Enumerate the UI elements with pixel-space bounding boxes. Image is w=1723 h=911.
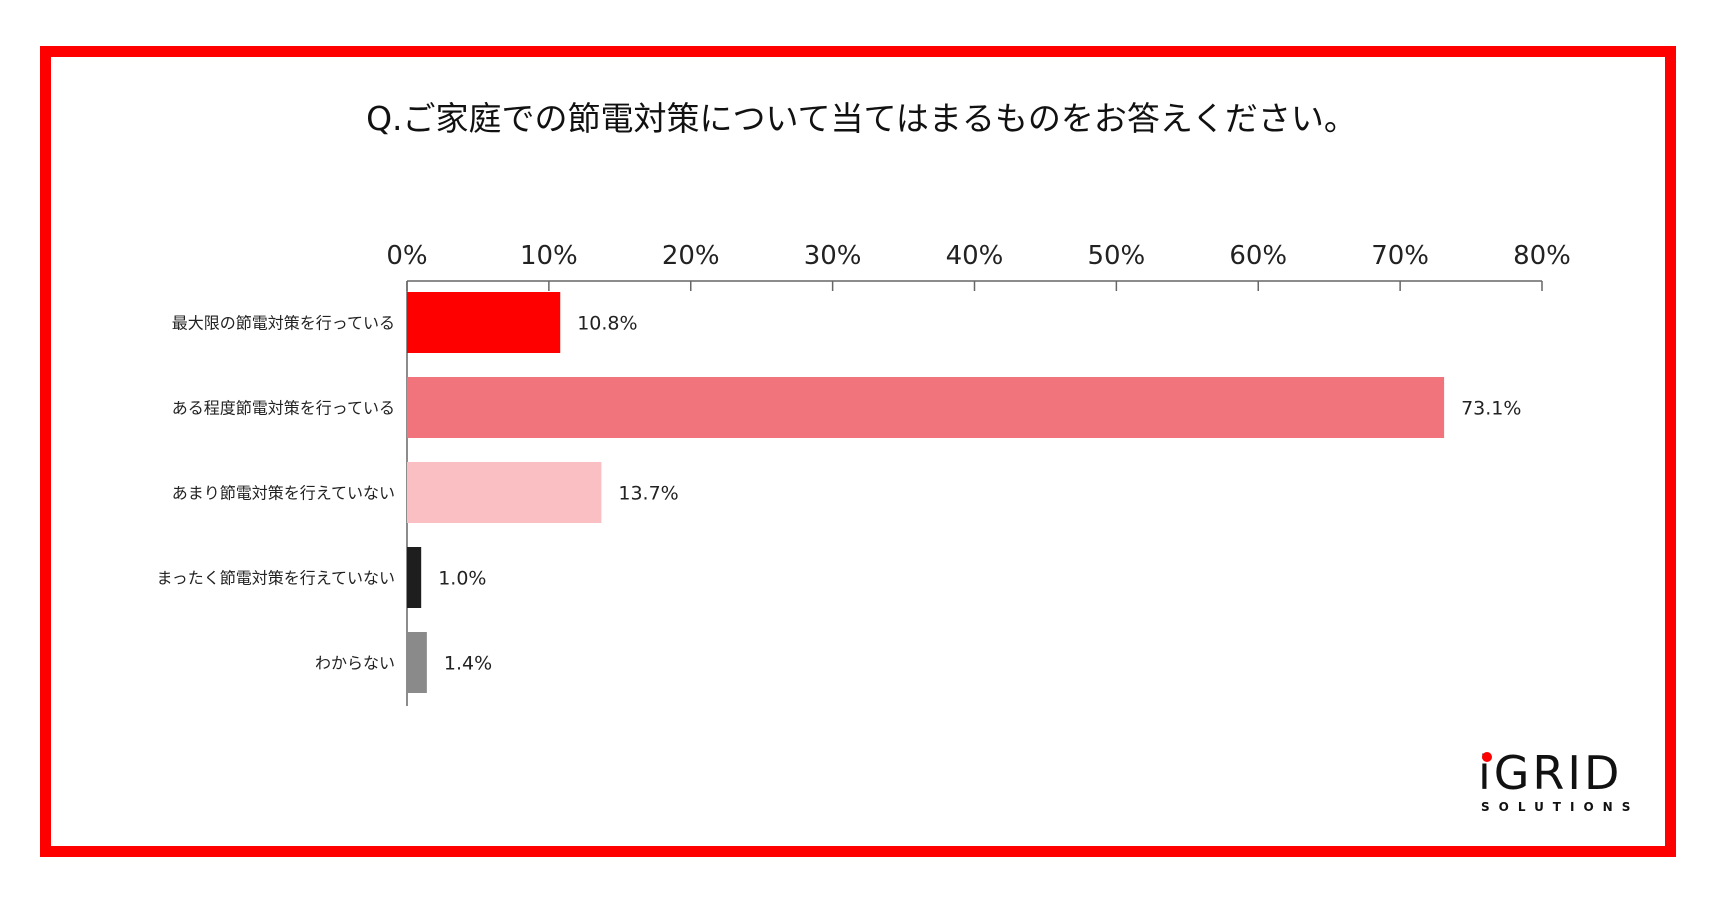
logo-sub-text: SOLUTIONS (1481, 800, 1640, 814)
x-axis: 0% 10% 20% 30% 40% 50% 60% 70% 80% (386, 241, 1571, 706)
x-tick-label: 20% (662, 241, 720, 271)
bars: 最大限の節電対策を行っている 10.8% ある程度節電対策を行っている 73.1% あま… (156, 292, 1521, 693)
bar (407, 547, 422, 608)
logo-dot-icon (1482, 752, 1492, 762)
value-label: 13.7% (618, 483, 678, 505)
x-tick-label: 40% (946, 241, 1004, 271)
category-label: ある程度節電対策を行っている (172, 399, 395, 418)
bar (407, 462, 602, 523)
igrid-logo: iGRID SOLUTIONS (1478, 748, 1648, 818)
value-label: 10.8% (577, 313, 637, 335)
x-tick-label: 60% (1229, 241, 1287, 271)
logo-main-text: iGRID (1478, 746, 1623, 800)
chart-title: Q.ご家庭での節電対策について当てはまるものをお答えください。 (366, 99, 1357, 138)
value-label: 73.1% (1461, 398, 1521, 420)
value-label: 1.4% (444, 653, 492, 675)
bar (407, 632, 427, 693)
chart-frame (40, 46, 1676, 857)
category-label: 最大限の節電対策を行っている (172, 314, 395, 333)
bar (407, 377, 1445, 438)
x-tick-label: 50% (1087, 241, 1145, 271)
x-tick-label: 80% (1513, 241, 1571, 271)
value-label: 1.0% (438, 568, 486, 590)
bar (407, 292, 561, 353)
x-tick-label: 70% (1371, 241, 1429, 271)
x-tick-label: 30% (804, 241, 862, 271)
x-tick-label: 10% (520, 241, 578, 271)
x-tick-label: 0% (386, 241, 427, 271)
category-label: あまり節電対策を行えていない (172, 484, 395, 503)
category-label: まったく節電対策を行えていない (156, 569, 395, 588)
category-label: わからない (315, 654, 395, 673)
